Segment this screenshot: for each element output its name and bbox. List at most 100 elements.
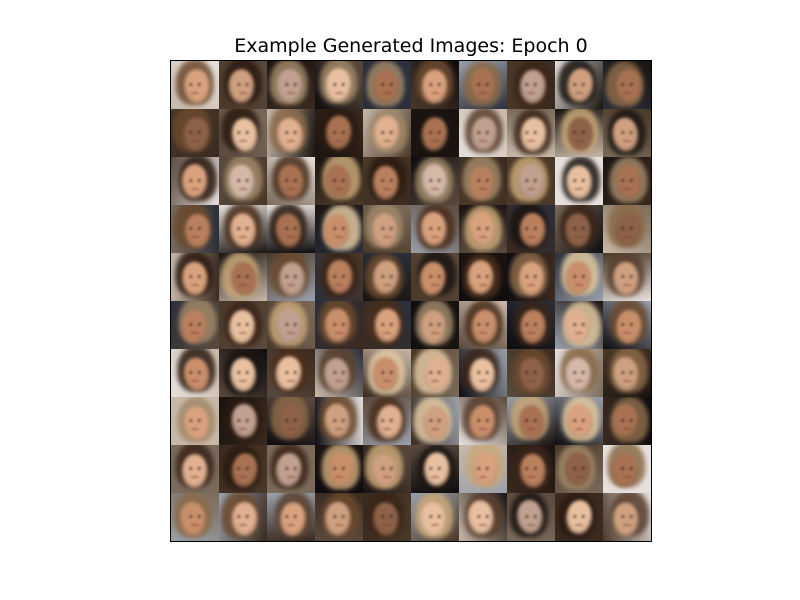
generated-face-image [315, 253, 363, 301]
generated-face-image [219, 301, 267, 349]
generated-face-image [603, 301, 651, 349]
generated-face-image [555, 157, 603, 205]
generated-face-image [219, 157, 267, 205]
generated-face-image [171, 61, 219, 109]
generated-face-image [555, 253, 603, 301]
generated-face-image [315, 205, 363, 253]
generated-face-image [411, 109, 459, 157]
generated-face-image [171, 109, 219, 157]
generated-face-image [507, 349, 555, 397]
generated-face-image [267, 349, 315, 397]
generated-face-image [507, 493, 555, 541]
generated-face-image [315, 301, 363, 349]
generated-face-image [555, 397, 603, 445]
generated-face-image [555, 349, 603, 397]
generated-face-image [411, 397, 459, 445]
generated-face-image [459, 397, 507, 445]
generated-face-image [315, 493, 363, 541]
generated-face-image [459, 445, 507, 493]
generated-face-image [171, 157, 219, 205]
generated-face-image [411, 205, 459, 253]
generated-face-image [507, 157, 555, 205]
generated-face-image [171, 397, 219, 445]
generated-face-image [219, 109, 267, 157]
generated-face-image [603, 445, 651, 493]
generated-face-image [219, 253, 267, 301]
generated-face-image [363, 109, 411, 157]
generated-face-image [171, 253, 219, 301]
generated-image-grid [171, 61, 651, 541]
generated-face-image [603, 157, 651, 205]
generated-face-image [363, 301, 411, 349]
generated-face-image [507, 301, 555, 349]
generated-face-image [507, 253, 555, 301]
generated-face-image [411, 253, 459, 301]
generated-face-image [219, 493, 267, 541]
generated-face-image [459, 109, 507, 157]
generated-face-image [459, 157, 507, 205]
generated-face-image [315, 61, 363, 109]
generated-face-image [507, 61, 555, 109]
generated-face-image [315, 157, 363, 205]
generated-face-image [363, 493, 411, 541]
generated-face-image [363, 445, 411, 493]
generated-face-image [267, 397, 315, 445]
generated-face-image [507, 445, 555, 493]
generated-face-image [267, 109, 315, 157]
generated-face-image [315, 109, 363, 157]
generated-face-image [267, 157, 315, 205]
generated-face-image [171, 493, 219, 541]
generated-face-image [219, 397, 267, 445]
generated-face-image [555, 109, 603, 157]
generated-face-image [267, 445, 315, 493]
generated-face-image [603, 493, 651, 541]
generated-face-image [555, 205, 603, 253]
generated-face-image [411, 157, 459, 205]
generated-face-image [459, 301, 507, 349]
generated-face-image [459, 205, 507, 253]
generated-face-image [363, 349, 411, 397]
generated-face-image [363, 205, 411, 253]
generated-face-image [411, 493, 459, 541]
generated-face-image [603, 349, 651, 397]
generated-face-image [363, 253, 411, 301]
generated-face-image [171, 349, 219, 397]
generated-face-image [603, 109, 651, 157]
generated-face-image [459, 253, 507, 301]
generated-face-image [219, 445, 267, 493]
generated-face-image [459, 493, 507, 541]
generated-face-image [411, 301, 459, 349]
generated-face-image [363, 157, 411, 205]
generated-face-image [171, 205, 219, 253]
generated-face-image [603, 397, 651, 445]
generated-face-image [603, 205, 651, 253]
generated-face-image [267, 61, 315, 109]
generated-face-image [171, 301, 219, 349]
generated-face-image [219, 349, 267, 397]
figure-title: Example Generated Images: Epoch 0 [234, 35, 588, 57]
generated-face-image [555, 61, 603, 109]
generated-face-image [603, 253, 651, 301]
generated-face-image [411, 445, 459, 493]
generated-face-image [315, 349, 363, 397]
generated-face-image [411, 61, 459, 109]
generated-face-image [411, 349, 459, 397]
generated-face-image [555, 301, 603, 349]
generated-face-image [267, 301, 315, 349]
generated-face-image [315, 445, 363, 493]
generated-face-image [219, 61, 267, 109]
generated-face-image [555, 445, 603, 493]
generated-face-image [507, 397, 555, 445]
generated-face-image [363, 397, 411, 445]
generated-face-image [171, 445, 219, 493]
generated-face-image [267, 253, 315, 301]
generated-face-image [459, 349, 507, 397]
generated-face-image [507, 205, 555, 253]
generated-face-image [267, 205, 315, 253]
generated-face-image [507, 109, 555, 157]
image-grid-frame [170, 60, 652, 542]
generated-face-image [363, 61, 411, 109]
generated-face-image [555, 493, 603, 541]
generated-face-image [267, 493, 315, 541]
